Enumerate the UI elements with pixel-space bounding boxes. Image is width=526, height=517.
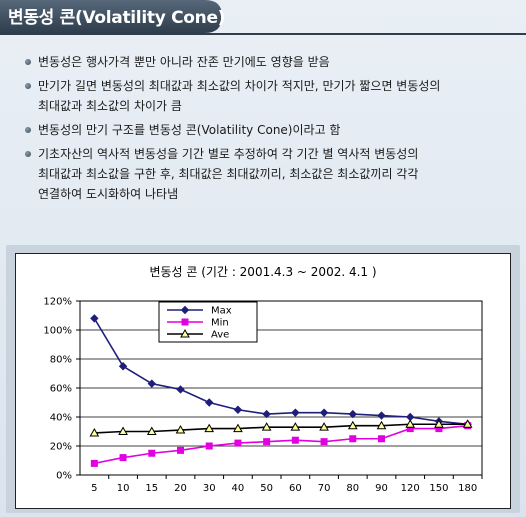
x-tick-label: 90 (375, 483, 388, 494)
data-point-max (319, 408, 329, 417)
bullet-item: 만기가 길면 변동성의 최대값과 최소값의 차이가 적지만, 만기가 짧으면 변… (24, 76, 504, 116)
data-point-max (291, 408, 300, 417)
x-tick-label: 15 (145, 483, 158, 494)
x-tick-label: 20 (174, 483, 187, 494)
y-tick-label: 60% (50, 384, 72, 395)
legend-label-min: Min (211, 318, 229, 329)
data-point-min (90, 459, 98, 467)
x-tick-label: 10 (117, 483, 130, 494)
x-tick-label: 40 (232, 483, 245, 494)
data-point-ave (434, 419, 444, 428)
y-tick-label: 120% (43, 297, 72, 308)
x-tick-label: 70 (318, 483, 331, 494)
bullet-line: 만기가 길면 변동성의 최대값과 최소값의 차이가 적지만, 만기가 짧으면 변… (38, 79, 441, 93)
y-tick-label: 100% (43, 326, 72, 337)
legend-label-ave: Ave (211, 330, 229, 341)
title-bar-background (0, 0, 526, 35)
data-point-min (177, 446, 184, 454)
data-point-max (377, 411, 386, 420)
data-point-ave (347, 420, 358, 430)
data-point-min (234, 439, 242, 447)
x-tick-label: 80 (346, 483, 359, 494)
legend-marker-min (181, 318, 189, 326)
data-point-ave (233, 423, 243, 433)
bullet-line: 변동성은 행사가격 뿐만 아니라 잔존 만기에도 영향을 받음 (38, 55, 330, 69)
data-point-max (147, 379, 156, 388)
y-tick-label: 0% (56, 471, 72, 482)
data-point-ave (376, 420, 387, 430)
legend-box (158, 301, 258, 343)
bullet-item: 변동성은 행사가격 뿐만 아니라 잔존 만기에도 영향을 받음 (24, 52, 504, 72)
data-point-ave (89, 427, 100, 437)
x-tick-label: 150 (429, 483, 448, 494)
data-point-min (349, 435, 357, 443)
volatility-cone-chart: 0% 20% 40% 60% 80% 100% 120% 5 10 15 20 30 40 50 60 70 8… (43, 297, 483, 494)
legend-label-max: Max (211, 306, 232, 317)
title-bar: 변동성 콘(Volatility Cone) (0, 0, 526, 35)
bullet-list: 변동성은 행사가격 뿐만 아니라 잔존 만기에도 영향을 받음 만기가 길면 변… (24, 52, 504, 208)
data-point-ave (290, 422, 301, 431)
x-tick-label: 30 (203, 483, 216, 494)
page-title: 변동성 콘(Volatility Cone) (8, 8, 226, 28)
y-tick-label: 40% (50, 413, 72, 424)
data-point-max (90, 314, 99, 323)
series-line-min (94, 424, 468, 465)
data-point-min (205, 442, 213, 450)
series-line-max (93, 317, 468, 426)
data-point-ave (462, 419, 473, 428)
data-point-min (378, 435, 385, 443)
data-point-min (291, 436, 299, 444)
data-point-min (263, 438, 271, 446)
bullet-line: 연결하여 도시화하여 나타냄 (38, 187, 179, 201)
data-point-ave (405, 419, 416, 428)
legend-marker-ave (180, 328, 190, 338)
data-point-max (233, 405, 243, 414)
series-line-ave (94, 423, 468, 434)
data-point-max (118, 362, 128, 371)
bullet-line: 최대값과 최소값을 구한 후, 최대값은 최대값끼리, 최소값은 최소값끼리 각… (38, 167, 419, 181)
bullet-line: 변동성의 만기 구조를 변동성 콘(Volatility Cone)이라고 함 (38, 123, 341, 137)
data-point-max (176, 385, 185, 394)
data-point-max (205, 398, 214, 407)
x-tick-label: 5 (91, 483, 97, 494)
data-point-min (148, 449, 156, 457)
data-point-ave (146, 426, 157, 435)
bullet-line: 기초자산의 역사적 변동성을 기간 별로 추정하여 각 기간 별 역사적 변동성… (38, 147, 419, 161)
data-point-ave (175, 425, 186, 434)
data-point-max (348, 409, 357, 419)
bullet-line: 최대값과 최소값의 차이가 큼 (38, 99, 182, 113)
legend-marker-max (180, 305, 190, 315)
data-point-ave (118, 426, 128, 435)
x-tick-label: 180 (458, 483, 477, 494)
x-tick-label: 60 (289, 483, 302, 494)
data-point-min (320, 438, 328, 446)
x-tick-label: 120 (401, 483, 420, 494)
bullet-item: 변동성의 만기 구조를 변동성 콘(Volatility Cone)이라고 함 (24, 120, 504, 140)
y-tick-label: 20% (50, 442, 72, 453)
data-point-min (119, 454, 127, 462)
bullet-item: 기초자산의 역사적 변동성을 기간 별로 추정하여 각 기간 별 역사적 변동성… (24, 144, 504, 204)
data-point-ave (204, 423, 215, 433)
y-tick-label: 80% (50, 355, 72, 366)
chart-panel: 변동성 콘 (기간 : 2001.4.3 ~ 2002. 4.1 ) 0% 20%… (15, 253, 511, 509)
data-point-ave (319, 422, 329, 431)
data-point-ave (261, 422, 272, 431)
x-tick-label: 50 (260, 483, 273, 494)
chart-frame: 변동성 콘 (기간 : 2001.4.3 ~ 2002. 4.1 ) 0% 20%… (6, 245, 520, 513)
data-point-max (262, 409, 271, 419)
chart-title: 변동성 콘 (기간 : 2001.4.3 ~ 2002. 4.1 ) (149, 265, 377, 279)
